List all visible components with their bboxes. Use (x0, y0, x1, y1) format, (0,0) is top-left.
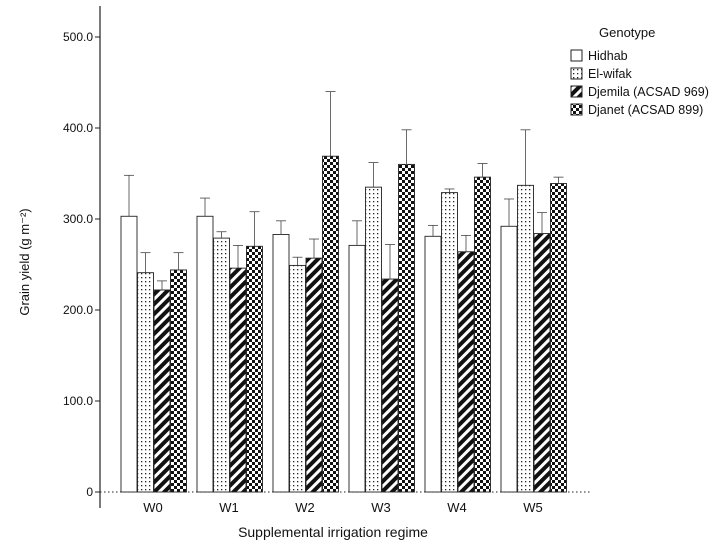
legend-swatch-stripes (570, 85, 583, 98)
y-tick-label: 500.0 (63, 30, 93, 44)
axes: 0 100.0 200.0 300.0 400.0 500.0 W0 W1 W2 W3 W4 W5 (63, 6, 590, 515)
legend-label: El-wifak (588, 67, 633, 81)
bar-checker (550, 183, 567, 493)
bar-checker (398, 163, 415, 493)
bar-white (500, 225, 518, 493)
bar-stripes (533, 233, 551, 493)
legend-label: Djemila (ACSAD 969) (588, 85, 709, 99)
y-tick-label: 0 (86, 485, 93, 499)
bar-white (196, 215, 214, 493)
bar-white (424, 235, 442, 493)
bar-stripes (153, 289, 171, 493)
x-axis-label: Supplemental irrigation regime (238, 524, 428, 540)
bar-dots (137, 272, 154, 493)
bar-checker (170, 269, 187, 493)
bar-dots (213, 237, 230, 493)
bar-dots (289, 264, 306, 493)
x-tick-label: W3 (371, 500, 391, 515)
legend: Genotype Hidhab El-wifak Djemila (ACSAD 96… (570, 25, 709, 117)
bar-stripes (381, 278, 399, 493)
bar-stripes (457, 251, 475, 493)
bar-white (348, 244, 366, 493)
bar-stripes (305, 257, 323, 493)
y-tick-label: 100.0 (63, 394, 93, 408)
y-axis-label: Grain yield (g m⁻²) (17, 208, 32, 315)
bar-stripes (229, 267, 247, 493)
legend-label: Djanet (ACSAD 899) (588, 103, 703, 117)
bar-checker (246, 245, 263, 493)
bar-dots (441, 192, 458, 493)
legend-swatch-dots (570, 67, 583, 80)
y-tick-label: 200.0 (63, 303, 93, 317)
x-tick-label: W5 (523, 500, 543, 515)
legend-swatch-white (570, 49, 583, 62)
legend-swatch-checker (570, 103, 583, 116)
y-tick-label: 300.0 (63, 212, 93, 226)
bar-white (272, 234, 290, 493)
x-tick-label: W1 (219, 500, 239, 515)
legend-label: Hidhab (588, 49, 628, 63)
bar-white (120, 215, 138, 493)
x-tick-label: W0 (143, 500, 163, 515)
y-tick-label: 400.0 (63, 121, 93, 135)
bar-checker (474, 176, 491, 493)
bar-checker (322, 155, 339, 493)
x-tick-label: W2 (295, 500, 315, 515)
bar-dots (365, 186, 382, 493)
x-tick-label: W4 (447, 500, 467, 515)
error-bars (124, 91, 564, 290)
legend-title: Genotype (599, 25, 655, 40)
bars (120, 155, 567, 493)
bar-dots (517, 184, 534, 493)
